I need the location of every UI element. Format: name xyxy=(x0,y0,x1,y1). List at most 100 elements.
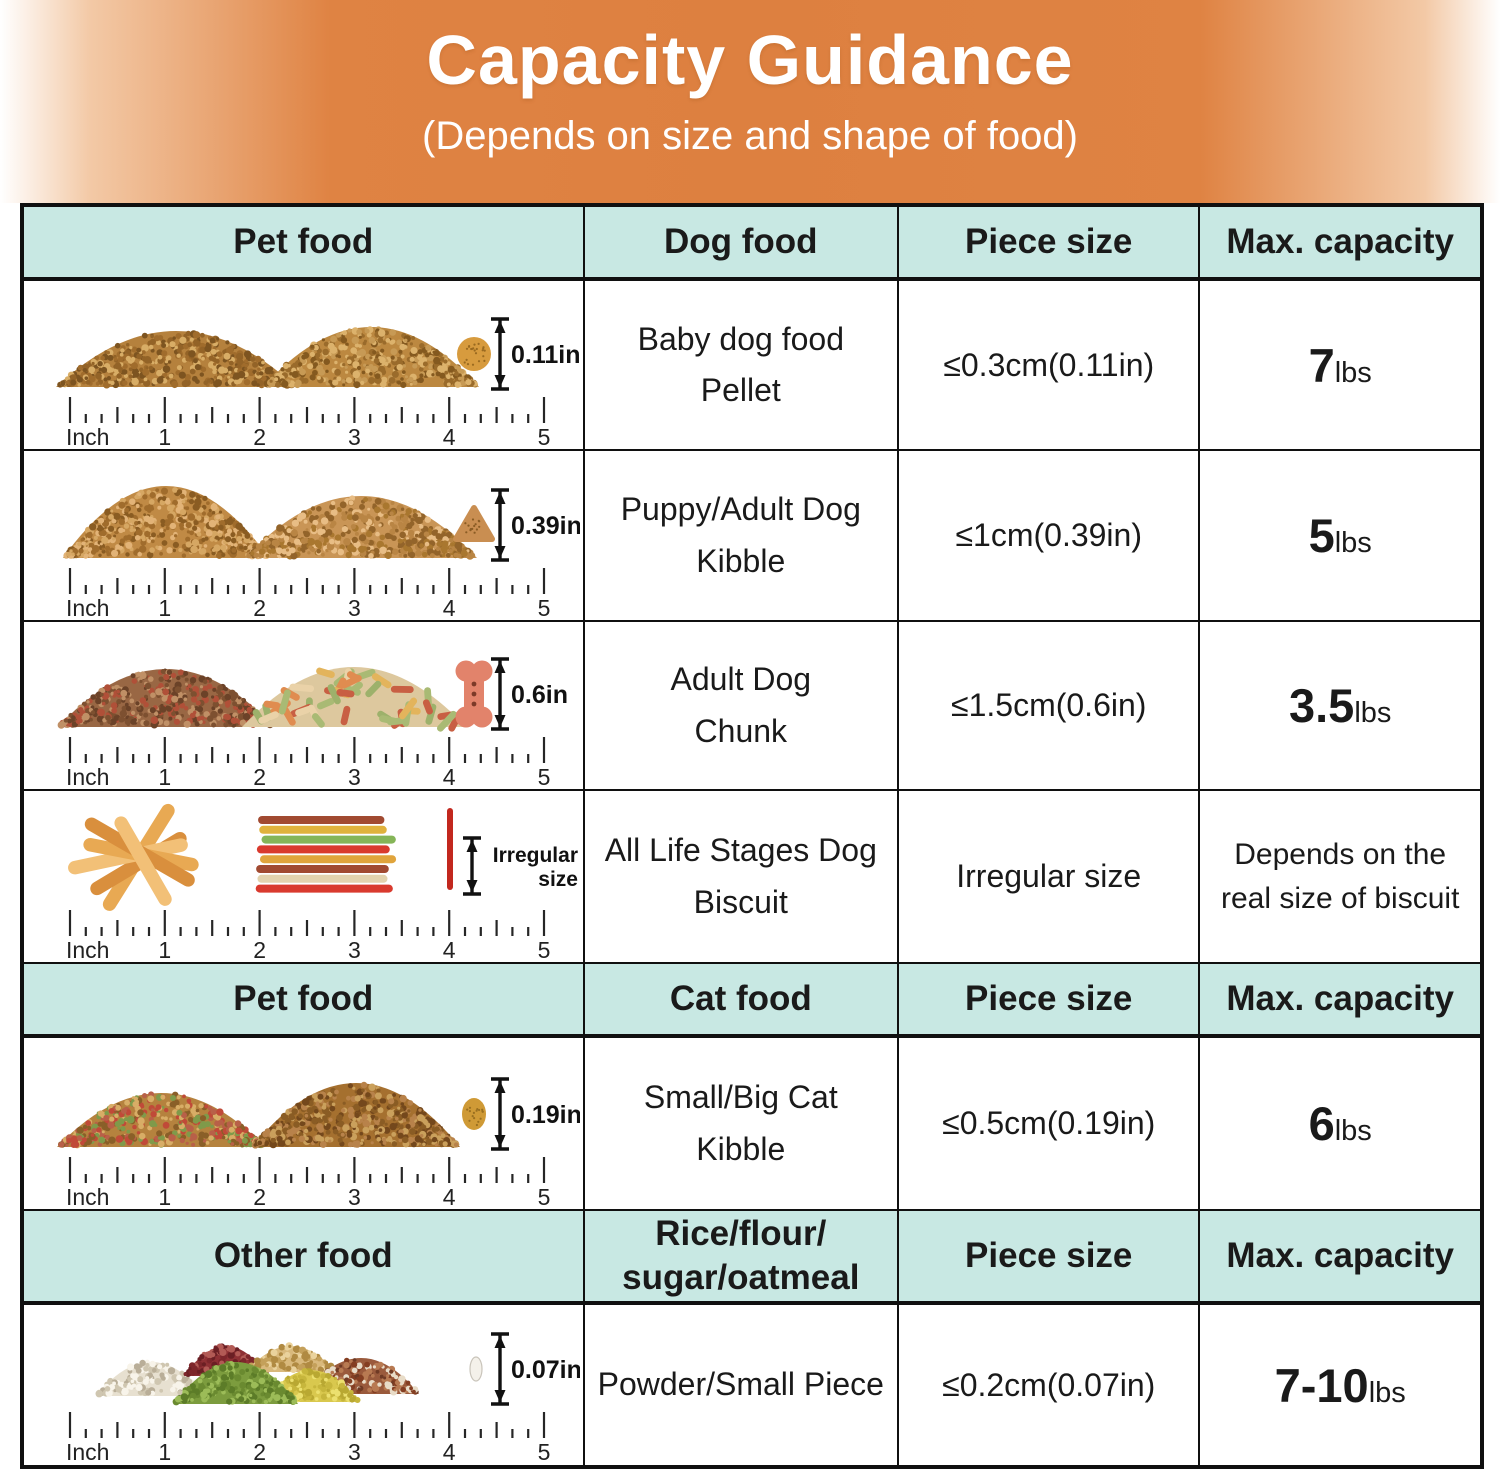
piece-size-value: ≤0.5cm(0.19in) xyxy=(899,1038,1201,1211)
svg-text:1: 1 xyxy=(158,1439,171,1462)
capacity-table: Pet food Dog food Piece size Max. capacity I… xyxy=(20,203,1484,1469)
max-capacity-value: 3.5lbs xyxy=(1200,622,1480,791)
max-capacity-value: Depends on the real size of biscuit xyxy=(1200,791,1480,964)
capacity-unit: lbs xyxy=(1368,1376,1406,1409)
svg-text:0.39in: 0.39in xyxy=(511,512,580,540)
svg-text:0.19in: 0.19in xyxy=(511,1101,580,1129)
svg-text:1: 1 xyxy=(158,937,171,960)
svg-text:Inch: Inch xyxy=(66,1439,109,1462)
svg-text:2: 2 xyxy=(253,595,266,618)
illustration-cat: Inch 1 2 3 4 5 0.19in xyxy=(24,1038,585,1211)
svg-text:0.6in: 0.6in xyxy=(511,681,568,709)
header-cell-piece-size: Piece size xyxy=(899,207,1201,281)
svg-text:3: 3 xyxy=(348,1184,361,1207)
svg-text:5: 5 xyxy=(538,937,551,960)
piece-size-value: Irregular size xyxy=(899,791,1201,964)
capacity-number: 7 xyxy=(1308,338,1335,392)
capacity-note: Depends on the real size of biscuit xyxy=(1220,838,1460,915)
capacity-number: 7-10 xyxy=(1274,1358,1369,1412)
illustration-kibble: Inch 1 2 3 4 5 0.39in xyxy=(24,451,585,622)
page-title: Capacity Guidance xyxy=(426,21,1074,99)
svg-text:0.07in: 0.07in xyxy=(511,1356,580,1384)
svg-text:Inch: Inch xyxy=(66,937,109,960)
header-cell-piece-size: Piece size xyxy=(899,964,1201,1038)
svg-text:3: 3 xyxy=(348,937,361,960)
capacity-unit: lbs xyxy=(1354,697,1392,729)
svg-text:4: 4 xyxy=(443,1439,456,1462)
capacity-line: 6lbs xyxy=(1309,1096,1372,1151)
food-name: Small/Big Cat Kibble xyxy=(584,1038,900,1211)
illustration-chunks: Inch 1 2 3 4 5 0.6in xyxy=(24,622,585,791)
header-cell-max-capacity: Max. capacity xyxy=(1200,1211,1480,1305)
illustration-biscuits: Inch 1 2 3 4 5 Irregular size xyxy=(24,791,585,964)
svg-text:Inch: Inch xyxy=(66,764,109,787)
food-name: Baby dog food Pellet xyxy=(584,281,900,451)
svg-text:1: 1 xyxy=(158,424,171,447)
svg-text:Irregular: Irregular xyxy=(493,844,578,867)
capacity-number: 3.5 xyxy=(1288,679,1355,732)
capacity-number: 5 xyxy=(1308,509,1335,562)
svg-text:4: 4 xyxy=(443,424,456,447)
svg-text:4: 4 xyxy=(443,937,456,960)
piece-size-value: ≤1.5cm(0.6in) xyxy=(899,622,1201,791)
max-capacity-value: 7-10lbs xyxy=(1200,1305,1480,1465)
svg-text:3: 3 xyxy=(348,595,361,618)
svg-text:2: 2 xyxy=(253,764,266,787)
header-cell-pet-food: Pet food xyxy=(24,207,585,281)
svg-text:size: size xyxy=(538,868,578,891)
food-name: Puppy/Adult Dog Kibble xyxy=(584,451,900,622)
svg-text:4: 4 xyxy=(443,1184,456,1207)
header-cell-cat-food: Cat food xyxy=(584,964,900,1038)
banner: Capacity Guidance (Depends on size and s… xyxy=(0,0,1500,203)
svg-text:5: 5 xyxy=(538,764,551,787)
svg-text:Inch: Inch xyxy=(66,595,109,618)
svg-text:0.11in: 0.11in xyxy=(511,341,580,369)
svg-text:2: 2 xyxy=(253,424,266,447)
svg-text:1: 1 xyxy=(158,595,171,618)
piece-size-value: ≤0.2cm(0.07in) xyxy=(899,1305,1201,1465)
max-capacity-value: 6lbs xyxy=(1200,1038,1480,1211)
piece-size-value: ≤0.3cm(0.11in) xyxy=(899,281,1201,451)
header-cell-max-capacity: Max. capacity xyxy=(1200,964,1480,1038)
piece-size-value: ≤1cm(0.39in) xyxy=(899,451,1201,622)
svg-text:2: 2 xyxy=(253,1184,266,1207)
svg-text:5: 5 xyxy=(538,1184,551,1207)
svg-text:5: 5 xyxy=(538,424,551,447)
svg-text:Inch: Inch xyxy=(66,1184,109,1207)
svg-text:1: 1 xyxy=(158,1184,171,1207)
header-cell-rice-flour-sugar-oatmeal: Rice/flour/ sugar/oatmeal xyxy=(584,1211,900,1305)
svg-text:1: 1 xyxy=(158,764,171,787)
max-capacity-value: 7lbs xyxy=(1200,281,1480,451)
page-subtitle: (Depends on size and shape of food) xyxy=(422,114,1078,158)
svg-text:3: 3 xyxy=(348,764,361,787)
max-capacity-value: 5lbs xyxy=(1200,451,1480,622)
header-cell-piece-size: Piece size xyxy=(899,1211,1201,1305)
svg-text:3: 3 xyxy=(348,1439,361,1462)
header-cell-dog-food: Dog food xyxy=(584,207,900,281)
illustration-pellets: Inch 1 2 3 4 5 0.11in xyxy=(24,281,585,451)
capacity-line: 5lbs xyxy=(1309,508,1372,563)
svg-text:5: 5 xyxy=(538,1439,551,1462)
svg-text:3: 3 xyxy=(348,424,361,447)
header-cell-pet-food: Pet food xyxy=(24,964,585,1038)
capacity-line: 7-10lbs xyxy=(1275,1358,1406,1413)
svg-text:4: 4 xyxy=(443,764,456,787)
capacity-number: 6 xyxy=(1308,1097,1335,1150)
food-name: All Life Stages Dog Biscuit xyxy=(584,791,900,964)
capacity-unit: lbs xyxy=(1334,1115,1372,1147)
svg-text:4: 4 xyxy=(443,595,456,618)
svg-text:2: 2 xyxy=(253,937,266,960)
header-cell-other-food: Other food xyxy=(24,1211,585,1305)
capacity-line: 3.5lbs xyxy=(1289,678,1391,733)
capacity-line: 7lbs xyxy=(1309,338,1372,393)
food-name: Adult Dog Chunk xyxy=(584,622,900,791)
svg-text:2: 2 xyxy=(253,1439,266,1462)
capacity-unit: lbs xyxy=(1334,356,1372,389)
svg-text:5: 5 xyxy=(538,595,551,618)
food-name: Powder/Small Piece xyxy=(584,1305,900,1465)
header-cell-max-capacity: Max. capacity xyxy=(1200,207,1480,281)
capacity-unit: lbs xyxy=(1334,527,1372,559)
svg-text:Inch: Inch xyxy=(66,424,109,447)
illustration-grains: Inch 1 2 3 4 5 0.07in xyxy=(24,1305,585,1465)
